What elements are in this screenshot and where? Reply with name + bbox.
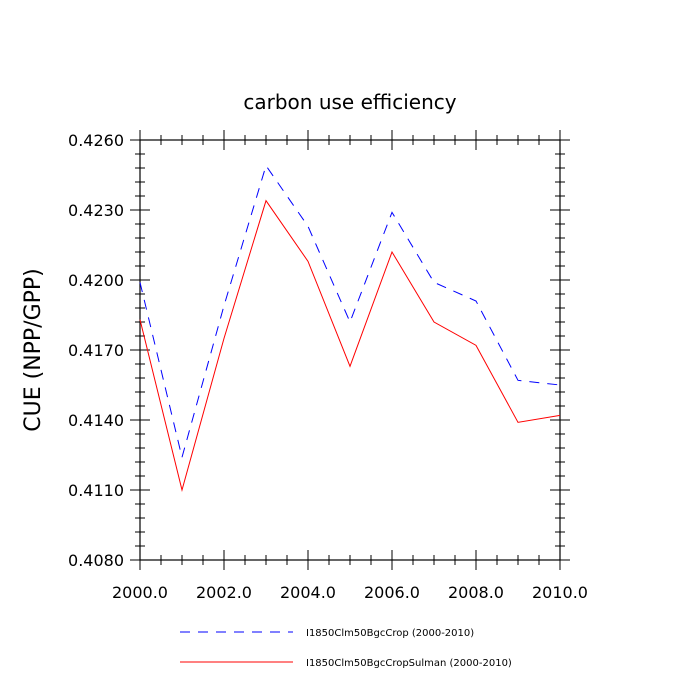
legend-label-2: I1850Clm50BgcCropSulman (2000-2010) [306, 658, 512, 669]
y-tick-label: 0.4110 [68, 481, 124, 500]
y-tick-label: 0.4260 [68, 131, 124, 150]
y-tick-label: 0.4080 [68, 551, 124, 570]
y-axis-label: CUE (NPP/GPP) [21, 268, 46, 432]
x-tick-label: 2000.0 [112, 583, 168, 602]
chart-title: carbon use efficiency [243, 90, 456, 114]
x-tick-label: 2002.0 [196, 583, 252, 602]
x-tick-label: 2010.0 [532, 583, 588, 602]
x-tick-label: 2004.0 [280, 583, 336, 602]
series-line-2 [139, 199, 561, 492]
y-tick-label: 0.4140 [68, 411, 124, 430]
y-tick-label: 0.4170 [68, 341, 124, 360]
plot-area: 2000.0 2002.0 2004.0 2006.0 2008.0 2010.0 0.40… [68, 130, 588, 602]
series-line-1 [139, 164, 561, 460]
y-tick-label: 0.4200 [68, 271, 124, 290]
legend-label-1: I1850Clm50BgcCrop (2000-2010) [306, 628, 474, 639]
legend: I1850Clm50BgcCrop (2000-2010) I1850Clm50B… [180, 628, 512, 669]
x-tick-label: 2006.0 [364, 583, 420, 602]
x-tick-label: 2008.0 [448, 583, 504, 602]
y-tick-label: 0.4230 [68, 201, 124, 220]
plot-frame [139, 139, 561, 561]
